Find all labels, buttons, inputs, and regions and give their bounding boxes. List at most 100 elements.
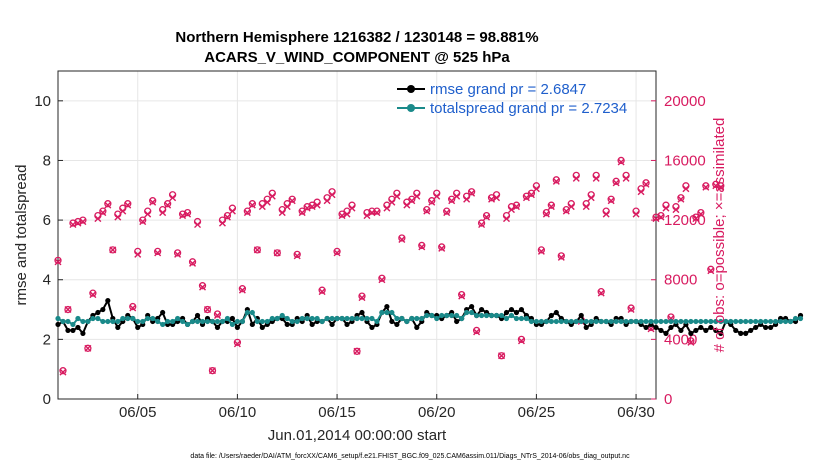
- rmse-point: [369, 324, 375, 331]
- possible-obs-point: [198, 282, 207, 290]
- rmse-point: [738, 330, 744, 336]
- assimilated-obs-point: [208, 367, 216, 375]
- assimilated-obs-point: [69, 221, 77, 229]
- totalspread-point: [80, 318, 86, 325]
- assimilated-obs-point: [139, 218, 147, 226]
- totalspread-point: [319, 318, 325, 325]
- totalspread-point: [189, 318, 196, 325]
- totalspread-point: [125, 315, 131, 322]
- totalspread-point: [65, 318, 71, 325]
- possible-obs-point: [298, 207, 306, 215]
- possible-obs-point: [418, 241, 426, 250]
- rmse-point: [508, 306, 515, 313]
- rmse-point: [503, 309, 510, 316]
- totalspread-point: [648, 318, 654, 325]
- totalspread-point: [558, 318, 564, 325]
- totalspread-point: [523, 315, 530, 322]
- totalspread-point: [454, 312, 460, 319]
- totalspread-point: [493, 312, 500, 319]
- assimilated-obs-point: [672, 206, 680, 214]
- assimilated-obs-point: [184, 210, 192, 218]
- x-tick-label: 06/15: [318, 404, 356, 421]
- assimilated-obs-point: [428, 198, 436, 206]
- totalspread-point: [239, 318, 245, 325]
- possible-obs-point: [353, 347, 361, 355]
- totalspread-point: [160, 321, 166, 328]
- assimilated-obs-point: [647, 325, 655, 333]
- assimilated-obs-point: [542, 210, 550, 218]
- possible-obs-point: [537, 246, 546, 254]
- assimilated-obs-point: [238, 286, 246, 294]
- totalspread-point: [135, 318, 141, 325]
- totalspread-point: [568, 318, 574, 325]
- assimilated-obs-point: [308, 203, 316, 211]
- y-left-axis-ticks: 0 2 4 6 8 10: [34, 93, 63, 408]
- totalspread-point: [449, 312, 455, 319]
- possible-obs-point: [527, 189, 536, 197]
- rmse-point: [284, 321, 290, 328]
- assimilated-obs-point: [194, 221, 202, 229]
- assimilated-obs-point: [682, 185, 690, 193]
- assimilated-obs-point: [602, 210, 610, 218]
- assimilated-obs-point: [114, 213, 122, 221]
- assimilated-obs-point: [348, 204, 356, 212]
- chart-title-line1: Northern Hemisphere 1216382 / 1230148 = …: [175, 29, 538, 46]
- totalspread-point: [688, 318, 694, 325]
- assimilated-obs-point: [278, 209, 286, 217]
- y-left-tick-label: 10: [34, 93, 51, 110]
- possible-obs-point: [243, 207, 252, 215]
- totalspread-point: [294, 318, 300, 325]
- x-tick-label: 06/30: [617, 404, 655, 421]
- possible-obs-point: [627, 304, 635, 312]
- totalspread-point: [120, 315, 126, 322]
- assimilated-obs-point: [463, 195, 471, 203]
- possible-obs-point: [707, 265, 715, 273]
- assimilated-obs-point: [552, 177, 560, 185]
- assimilated-obs-point: [84, 344, 92, 352]
- possible-obs-point: [517, 335, 526, 344]
- assimilated-obs-point: [507, 206, 515, 214]
- assimilated-obs-point: [592, 174, 600, 182]
- y-right-axis-label: # of obs: o=possible; ×=assimilated: [711, 118, 728, 353]
- possible-obs-point: [657, 211, 665, 220]
- assimilated-obs-point: [99, 209, 107, 217]
- possible-obs-point: [477, 219, 486, 227]
- rmse-point: [753, 324, 759, 331]
- totalspread-point: [324, 315, 330, 322]
- totalspread-point: [339, 315, 345, 322]
- totalspread-point: [553, 318, 559, 325]
- totalspread-point: [304, 315, 310, 322]
- y-left-axis-label: rmse and totalspread: [13, 165, 30, 306]
- assimilated-obs-point: [532, 185, 540, 193]
- plot-marks: [54, 156, 804, 376]
- possible-obs-point: [408, 195, 416, 203]
- possible-obs-point: [467, 188, 476, 196]
- assimilated-obs-point: [159, 209, 167, 217]
- totalspread-point: [478, 312, 485, 319]
- assimilated-obs-point: [517, 337, 525, 345]
- totalspread-point: [219, 318, 226, 325]
- totalspread-point: [434, 315, 440, 322]
- possible-obs-point: [233, 338, 242, 346]
- totalspread-point: [105, 318, 111, 325]
- assimilated-obs-point: [527, 191, 535, 199]
- possible-obs-point: [358, 292, 366, 300]
- rmse-point: [678, 327, 684, 334]
- totalspread-point: [787, 318, 794, 325]
- assimilated-obs-point: [717, 183, 725, 191]
- legend-rmse-marker: [407, 85, 415, 93]
- rmse-point: [384, 303, 390, 310]
- rmse-point: [160, 309, 166, 316]
- assimilated-obs-point: [213, 312, 221, 320]
- possible-obs-point: [702, 182, 710, 190]
- totalspread-point: [623, 318, 629, 325]
- totalspread-point: [439, 312, 445, 319]
- assimilated-obs-point: [657, 213, 665, 221]
- possible-obs-point: [163, 200, 172, 208]
- totalspread-point: [60, 318, 66, 325]
- totalspread-point: [224, 315, 231, 322]
- assimilated-obs-point: [522, 194, 530, 202]
- rmse-point: [259, 324, 265, 331]
- assimilated-obs-point: [587, 194, 595, 202]
- totalspread-point: [130, 315, 136, 322]
